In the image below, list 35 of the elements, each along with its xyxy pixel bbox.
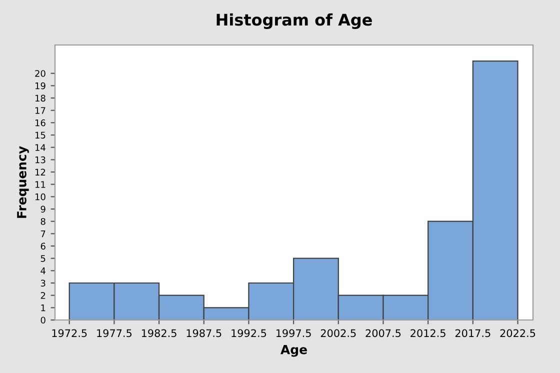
- y-tick-label: 15: [35, 132, 46, 139]
- x-tick-label: 1997.5: [276, 329, 311, 338]
- y-tick-label: 13: [35, 156, 46, 164]
- y-tick-label: 20: [35, 70, 46, 77]
- x-tick-label: 1977.5: [97, 329, 132, 338]
- x-tick-label: 1992.5: [232, 329, 266, 338]
- y-tick-label: 0: [40, 316, 46, 324]
- x-tick-label: 2012.5: [410, 329, 446, 338]
- y-tick-label: 3: [40, 280, 46, 287]
- x-tick-label: 1972.5: [52, 329, 87, 338]
- x-tick-label: 2022.5: [500, 329, 536, 338]
- y-axis-title: Frequency: [17, 146, 29, 218]
- y-tick-label: 7: [40, 230, 46, 238]
- chart-title: Histogram of Age: [216, 13, 372, 29]
- x-tick-label: 2002.5: [320, 329, 356, 338]
- y-tick-label: 14: [35, 144, 46, 151]
- x-tick-label: 1987.5: [186, 329, 222, 338]
- y-tick-label: 6: [40, 242, 46, 250]
- y-tick-label: 16: [35, 119, 46, 126]
- y-tick-label: 17: [35, 107, 46, 114]
- y-tick-label: 11: [35, 181, 46, 188]
- y-tick-label: 10: [35, 193, 46, 200]
- y-tick-label: 5: [40, 255, 46, 262]
- x-tick-label: 2007.5: [366, 329, 401, 338]
- x-tick-label: 2017.5: [455, 329, 490, 338]
- x-tick-label: 1982.5: [142, 329, 176, 338]
- y-tick-label: 18: [35, 94, 46, 102]
- y-tick-label: 19: [35, 82, 46, 90]
- y-tick-label: 8: [40, 218, 46, 225]
- y-tick-label: 12: [35, 168, 46, 176]
- y-tick-label: 1: [41, 304, 46, 312]
- y-tick-label: 2: [40, 292, 46, 299]
- y-tick-label: 4: [40, 268, 46, 274]
- y-tick-label: 9: [40, 206, 46, 213]
- x-axis-title: Age: [280, 344, 307, 357]
